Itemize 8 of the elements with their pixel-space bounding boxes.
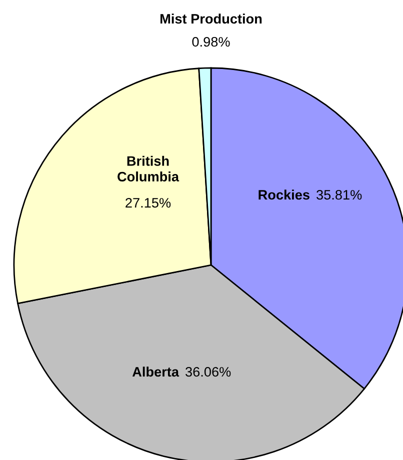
slice-label: Alberta — [132, 366, 180, 377]
slice-label: Rockies — [258, 190, 310, 200]
data-label: 35.81% — [316, 190, 362, 200]
slice-label: Mist Production — [160, 14, 262, 24]
data-label: 36.06% — [186, 367, 231, 377]
data-label: 0.98% — [192, 37, 230, 47]
data-label: 27.15% — [126, 198, 171, 208]
slice-label: British Columbia — [118, 156, 180, 182]
